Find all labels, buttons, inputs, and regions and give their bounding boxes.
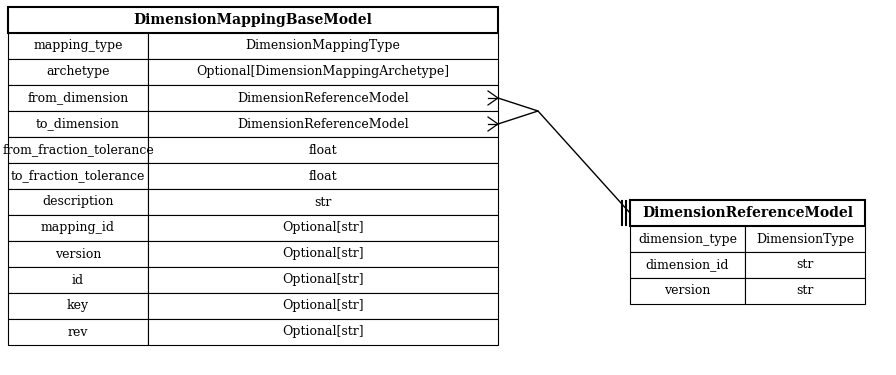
Bar <box>8 319 148 345</box>
Text: to_fraction_tolerance: to_fraction_tolerance <box>11 170 145 183</box>
Bar <box>8 111 148 137</box>
Text: version: version <box>664 285 711 297</box>
Text: to_dimension: to_dimension <box>36 117 120 130</box>
Text: DimensionReferenceModel: DimensionReferenceModel <box>237 117 409 130</box>
Text: str: str <box>797 285 814 297</box>
Bar <box>630 200 865 226</box>
Text: id: id <box>72 273 84 286</box>
Bar <box>148 319 498 345</box>
Bar <box>745 226 865 252</box>
Bar <box>148 267 498 293</box>
Bar <box>630 252 745 278</box>
Text: from_dimension: from_dimension <box>28 92 129 105</box>
Text: str: str <box>797 258 814 272</box>
Bar <box>8 267 148 293</box>
Text: key: key <box>67 300 89 312</box>
Text: dimension_type: dimension_type <box>638 232 737 246</box>
Bar <box>8 215 148 241</box>
Text: DimensionReferenceModel: DimensionReferenceModel <box>237 92 409 105</box>
Text: description: description <box>42 195 114 208</box>
Bar <box>8 137 148 163</box>
Text: float: float <box>309 170 337 183</box>
Text: DimensionReferenceModel: DimensionReferenceModel <box>642 206 853 220</box>
Bar <box>148 137 498 163</box>
Text: str: str <box>314 195 332 208</box>
Text: Optional[str]: Optional[str] <box>282 326 364 339</box>
Bar <box>630 278 745 304</box>
Text: version: version <box>55 248 101 261</box>
Text: archetype: archetype <box>47 66 109 78</box>
Text: Optional[DimensionMappingArchetype]: Optional[DimensionMappingArchetype] <box>196 66 450 78</box>
Bar <box>630 226 745 252</box>
Text: Optional[str]: Optional[str] <box>282 273 364 286</box>
Bar <box>148 33 498 59</box>
Bar <box>745 278 865 304</box>
Text: Optional[str]: Optional[str] <box>282 300 364 312</box>
Bar <box>8 241 148 267</box>
Bar <box>8 59 148 85</box>
Bar <box>8 7 498 33</box>
Bar <box>745 252 865 278</box>
Bar <box>8 189 148 215</box>
Text: mapping_type: mapping_type <box>33 39 123 53</box>
Bar <box>8 163 148 189</box>
Text: rev: rev <box>68 326 88 339</box>
Text: DimensionMappingBaseModel: DimensionMappingBaseModel <box>134 13 373 27</box>
Bar <box>148 111 498 137</box>
Text: Optional[str]: Optional[str] <box>282 248 364 261</box>
Text: DimensionType: DimensionType <box>756 232 854 246</box>
Text: dimension_id: dimension_id <box>646 258 729 272</box>
Text: from_fraction_tolerance: from_fraction_tolerance <box>2 144 154 156</box>
Bar <box>148 241 498 267</box>
Text: float: float <box>309 144 337 156</box>
Bar <box>8 293 148 319</box>
Bar <box>8 33 148 59</box>
Text: DimensionMappingType: DimensionMappingType <box>246 39 401 53</box>
Bar <box>8 85 148 111</box>
Bar <box>148 163 498 189</box>
Bar <box>148 59 498 85</box>
Text: mapping_id: mapping_id <box>41 222 115 234</box>
Text: Optional[str]: Optional[str] <box>282 222 364 234</box>
Bar <box>148 215 498 241</box>
Bar <box>148 293 498 319</box>
Bar <box>148 85 498 111</box>
Bar <box>148 189 498 215</box>
